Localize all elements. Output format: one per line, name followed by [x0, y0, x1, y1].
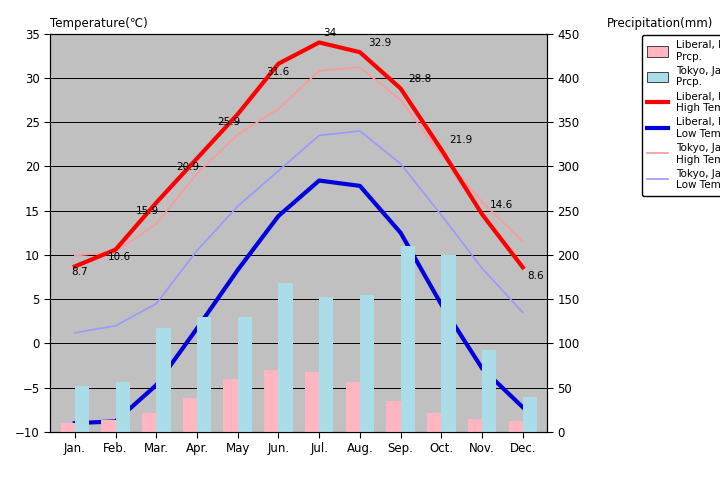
Tokyo, Japan
High Temp. — [437, 152, 446, 158]
Bar — [346, 382, 360, 432]
Tokyo, Japan
Low Temp. — [274, 168, 283, 174]
Tokyo, Japan
High Temp. — [274, 106, 283, 112]
Liberal, KS
Low Temp. — [152, 382, 161, 388]
Bar — [523, 396, 537, 432]
Liberal, KS
High Temp. — [193, 156, 202, 161]
Bar — [238, 317, 252, 432]
Text: Precipitation(mm): Precipitation(mm) — [607, 17, 714, 30]
Bar — [75, 386, 89, 432]
Text: Temperature(℃): Temperature(℃) — [50, 17, 148, 30]
Tokyo, Japan
High Temp. — [315, 68, 323, 73]
Tokyo, Japan
High Temp. — [478, 199, 487, 204]
Bar — [360, 295, 374, 432]
Liberal, KS
High Temp. — [111, 247, 120, 252]
Liberal, KS
High Temp. — [152, 200, 161, 205]
Text: 28.8: 28.8 — [409, 74, 432, 84]
Liberal, KS
Low Temp. — [356, 183, 364, 189]
Text: 20.9: 20.9 — [176, 162, 199, 172]
Line: Liberal, KS
High Temp.: Liberal, KS High Temp. — [75, 42, 523, 267]
Liberal, KS
High Temp. — [437, 147, 446, 153]
Tokyo, Japan
Low Temp. — [71, 330, 79, 336]
Liberal, KS
High Temp. — [356, 49, 364, 55]
Line: Tokyo, Japan
High Temp.: Tokyo, Japan High Temp. — [75, 67, 523, 256]
Liberal, KS
High Temp. — [315, 39, 323, 45]
Tokyo, Japan
High Temp. — [396, 97, 405, 103]
Bar — [102, 420, 115, 432]
Tokyo, Japan
High Temp. — [111, 249, 120, 254]
Tokyo, Japan
High Temp. — [193, 170, 202, 176]
Bar — [482, 349, 496, 432]
Text: 8.6: 8.6 — [527, 271, 544, 281]
Text: 31.6: 31.6 — [266, 67, 289, 77]
Tokyo, Japan
Low Temp. — [233, 204, 242, 209]
Text: 8.7: 8.7 — [71, 267, 87, 277]
Bar — [279, 283, 293, 432]
Text: 34: 34 — [323, 28, 336, 38]
Tokyo, Japan
Low Temp. — [437, 212, 446, 218]
Text: 14.6: 14.6 — [490, 200, 513, 210]
Text: 15.9: 15.9 — [136, 206, 159, 216]
Tokyo, Japan
Low Temp. — [152, 301, 161, 307]
Bar — [197, 317, 211, 432]
Liberal, KS
Low Temp. — [315, 178, 323, 183]
Line: Tokyo, Japan
Low Temp.: Tokyo, Japan Low Temp. — [75, 131, 523, 333]
Tokyo, Japan
Low Temp. — [478, 265, 487, 271]
Bar — [142, 412, 156, 432]
Liberal, KS
Low Temp. — [233, 267, 242, 273]
Bar — [427, 412, 441, 432]
Liberal, KS
High Temp. — [396, 85, 405, 91]
Liberal, KS
Low Temp. — [396, 230, 405, 236]
Bar — [441, 255, 456, 432]
Bar — [115, 383, 130, 432]
Liberal, KS
Low Temp. — [193, 325, 202, 331]
Tokyo, Japan
Low Temp. — [396, 161, 405, 167]
Liberal, KS
High Temp. — [233, 111, 242, 117]
Tokyo, Japan
Low Temp. — [315, 132, 323, 138]
Bar — [223, 379, 238, 432]
Liberal, KS
Low Temp. — [478, 365, 487, 371]
Bar — [319, 298, 333, 432]
Bar — [387, 401, 400, 432]
Liberal, KS
High Temp. — [274, 61, 283, 67]
Text: 21.9: 21.9 — [449, 135, 473, 145]
Tokyo, Japan
Low Temp. — [356, 128, 364, 134]
Tokyo, Japan
High Temp. — [356, 64, 364, 70]
Liberal, KS
High Temp. — [518, 264, 527, 270]
Tokyo, Japan
High Temp. — [233, 132, 242, 137]
Liberal, KS
Low Temp. — [71, 420, 79, 426]
Bar — [183, 398, 197, 432]
Bar — [508, 421, 523, 432]
Text: 25.9: 25.9 — [217, 118, 240, 128]
Liberal, KS
Low Temp. — [274, 213, 283, 219]
Bar — [305, 372, 319, 432]
Bar — [400, 246, 415, 432]
Legend: Liberal, KS
Prcp., Tokyo, Japan
Prcp., Liberal, KS
High Temp., Liberal, KS
Low T: Liberal, KS Prcp., Tokyo, Japan Prcp., L… — [642, 35, 720, 196]
Tokyo, Japan
Low Temp. — [518, 310, 527, 315]
Text: 32.9: 32.9 — [368, 38, 391, 48]
Liberal, KS
High Temp. — [71, 264, 79, 269]
Bar — [264, 370, 279, 432]
Tokyo, Japan
High Temp. — [152, 221, 161, 227]
Line: Liberal, KS
Low Temp.: Liberal, KS Low Temp. — [75, 180, 523, 423]
Tokyo, Japan
High Temp. — [71, 253, 79, 259]
Bar — [60, 423, 75, 432]
Tokyo, Japan
High Temp. — [518, 239, 527, 244]
Liberal, KS
High Temp. — [478, 211, 487, 217]
Bar — [468, 419, 482, 432]
Text: 10.6: 10.6 — [107, 252, 130, 262]
Liberal, KS
Low Temp. — [518, 404, 527, 410]
Tokyo, Japan
Low Temp. — [111, 323, 120, 329]
Liberal, KS
Low Temp. — [111, 419, 120, 424]
Tokyo, Japan
Low Temp. — [193, 248, 202, 253]
Bar — [156, 328, 171, 432]
Liberal, KS
Low Temp. — [437, 301, 446, 307]
